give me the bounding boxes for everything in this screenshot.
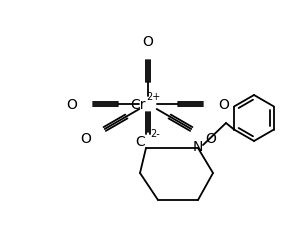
Text: C: C <box>135 135 145 148</box>
Text: 2-: 2- <box>150 129 160 138</box>
Text: O: O <box>205 132 216 145</box>
Text: O: O <box>66 98 77 112</box>
Text: Cr: Cr <box>131 98 146 112</box>
Text: 2+: 2+ <box>146 92 160 102</box>
Text: O: O <box>219 98 229 112</box>
Text: O: O <box>142 35 153 49</box>
Text: N: N <box>193 139 203 153</box>
Text: O: O <box>80 132 91 145</box>
